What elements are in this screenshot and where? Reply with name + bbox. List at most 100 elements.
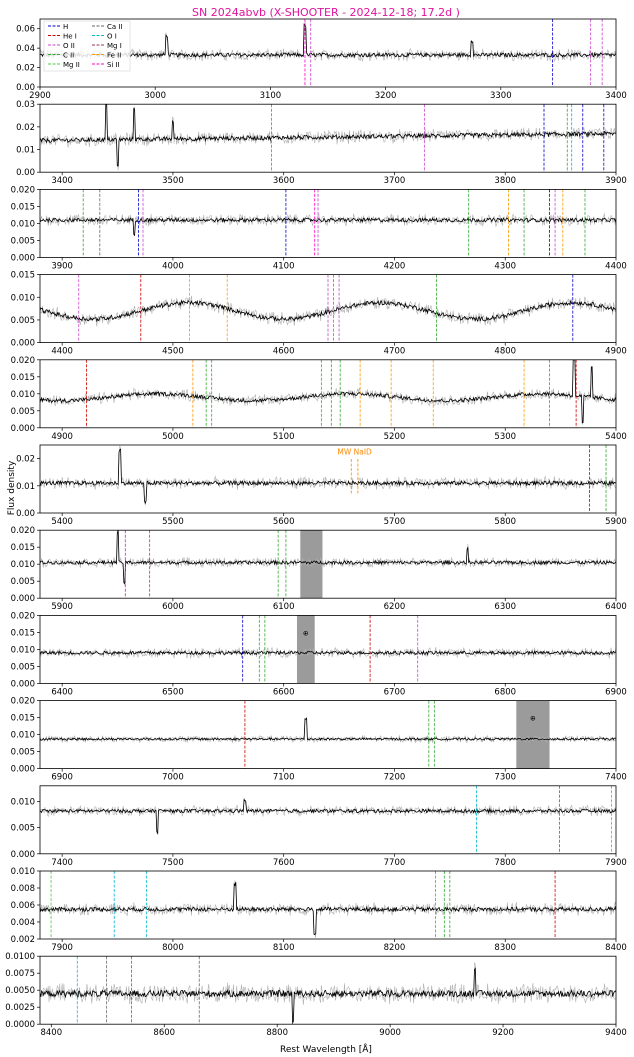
y-tick-label: 0.000 <box>11 253 35 263</box>
y-tick-label: 0.010 <box>11 390 35 400</box>
x-tick-label: 4600 <box>273 347 295 357</box>
y-tick-label: 0.010 <box>11 560 35 570</box>
y-tick-label: 0.000 <box>11 594 35 604</box>
y-axis-label: Flux density <box>7 460 17 515</box>
legend-entry: Mg II <box>63 61 80 69</box>
y-tick-label: 0.015 <box>11 714 35 724</box>
panel-10: 7400 7500 7600 7700 7800 7900 0.000 0.005 0.010 <box>11 785 627 868</box>
x-tick-label: 6400 <box>51 687 73 697</box>
x-tick-label: 8000 <box>162 943 184 953</box>
x-tick-label: 7600 <box>273 858 295 868</box>
x-tick-label: 5400 <box>51 517 73 527</box>
x-tick-label: 4200 <box>384 261 406 271</box>
y-tick-label: 0.004 <box>11 918 35 928</box>
x-tick-label: 4300 <box>494 261 516 271</box>
x-tick-label: 3200 <box>375 91 397 101</box>
spectrum-line <box>40 448 616 505</box>
panel-frame <box>39 444 617 514</box>
x-tick-label: 3000 <box>144 91 166 101</box>
y-tick-label: 0.020 <box>11 697 35 707</box>
panel-frame <box>39 103 617 173</box>
y-tick-label: 0.0050 <box>5 986 35 996</box>
x-tick-label: 7800 <box>494 858 516 868</box>
x-tick-label: 4900 <box>605 347 627 357</box>
y-tick-label: 0.00 <box>16 83 35 93</box>
legend-entry: Fe II <box>107 52 121 60</box>
y-tick-label: 0.010 <box>11 219 35 229</box>
legend-entry: O II <box>63 42 75 50</box>
y-tick-label: 0.005 <box>11 577 35 587</box>
x-tick-label: 7900 <box>605 858 627 868</box>
y-tick-label: 0.0075 <box>5 969 35 979</box>
x-tick-label: 6400 <box>605 602 627 612</box>
x-tick-label: 5400 <box>605 432 627 442</box>
y-tick-label: 0.005 <box>11 748 35 758</box>
y-tick-label: 0.04 <box>16 44 35 54</box>
panel-frame <box>39 785 617 855</box>
x-tick-label: 6900 <box>51 773 73 783</box>
spectrum-line <box>40 23 616 59</box>
x-tick-label: 3700 <box>384 176 406 186</box>
x-tick-label: 7300 <box>494 773 516 783</box>
x-tick-label: 5300 <box>494 432 516 442</box>
spectrum-raw-line <box>40 530 616 585</box>
spectrum-raw-line <box>40 879 616 938</box>
panel-frame <box>39 615 617 684</box>
x-tick-label: 8300 <box>494 943 516 953</box>
y-tick-label: 0.0025 <box>5 1003 35 1013</box>
telluric-band <box>516 700 550 769</box>
y-tick-label: 0.020 <box>11 356 35 366</box>
y-tick-label: 0.0100 <box>5 952 35 962</box>
telluric-symbol: ⊕ <box>303 629 309 637</box>
y-tick-label: 0.000 <box>11 424 35 434</box>
y-tick-label: 0.02 <box>16 64 35 74</box>
x-tick-label: 4700 <box>384 347 406 357</box>
legend-box <box>43 20 131 72</box>
y-tick-label: 0.00 <box>16 509 35 519</box>
x-tick-label: 5900 <box>605 517 627 527</box>
x-tick-label: 5900 <box>51 602 73 612</box>
y-tick-label: 0.010 <box>11 867 35 877</box>
x-tick-label: 4500 <box>162 347 184 357</box>
panel-2: 3400 3500 3600 3700 3800 3900 0.00 0.01 0.02 0.03 <box>16 100 627 186</box>
x-tick-label: 7400 <box>51 858 73 868</box>
spectrum-line <box>40 798 616 836</box>
panel-3: 3900 4000 4100 4200 4300 4400 0.000 0.005 0.010 0… <box>11 185 627 271</box>
x-tick-label: 7900 <box>51 943 73 953</box>
y-tick-label: 0.020 <box>11 611 35 621</box>
spectrum-raw-line <box>40 718 616 744</box>
y-tick-label: 0.06 <box>16 25 35 35</box>
x-tick-label: 6500 <box>162 687 184 697</box>
spectrum-line <box>40 967 616 1025</box>
spectrum-line <box>40 216 616 237</box>
y-tick-label: 0.020 <box>11 526 35 536</box>
panel-8: ⊕ 6400 6500 6600 6700 6800 6900 0.000 0.005 0.010… <box>11 611 627 697</box>
y-tick-label: 0.010 <box>11 293 35 303</box>
x-tick-label: 5000 <box>162 432 184 442</box>
spectrum-raw-line <box>40 445 616 506</box>
x-tick-label: 4400 <box>51 347 73 357</box>
x-tick-label: 4800 <box>494 347 516 357</box>
x-tick-label: 3900 <box>605 176 627 186</box>
x-tick-label: 5500 <box>162 517 184 527</box>
x-axis-label: Rest Wavelength [Å] <box>280 1043 372 1055</box>
spectrum-panels: 2900 3000 3100 3200 3300 3400 0.00 0.02 0.04 0.06… <box>5 18 627 1038</box>
panel-5: 4900 5000 5100 5200 5300 5400 0.000 0.005 0.010 0… <box>11 356 627 442</box>
panel-12: 8400 8600 8800 9000 9200 9400 0.0000 0.0025 0.00… <box>5 952 627 1038</box>
x-tick-label: 8100 <box>273 943 295 953</box>
x-tick-label: 7000 <box>162 773 184 783</box>
x-tick-label: 7700 <box>384 858 406 868</box>
x-tick-label: 6100 <box>273 602 295 612</box>
x-tick-label: 6300 <box>494 602 516 612</box>
y-tick-label: 0.020 <box>11 185 35 195</box>
y-tick-label: 0.01 <box>16 482 35 492</box>
x-tick-label: 5800 <box>494 517 516 527</box>
spectrum-raw-line <box>40 962 616 1025</box>
x-tick-label: 5200 <box>384 432 406 442</box>
y-tick-label: 0.006 <box>11 901 35 911</box>
x-tick-label: 3400 <box>605 91 627 101</box>
y-tick-label: 0.015 <box>11 373 35 383</box>
spectrum-line <box>40 530 616 585</box>
y-tick-label: 0.005 <box>11 824 35 834</box>
